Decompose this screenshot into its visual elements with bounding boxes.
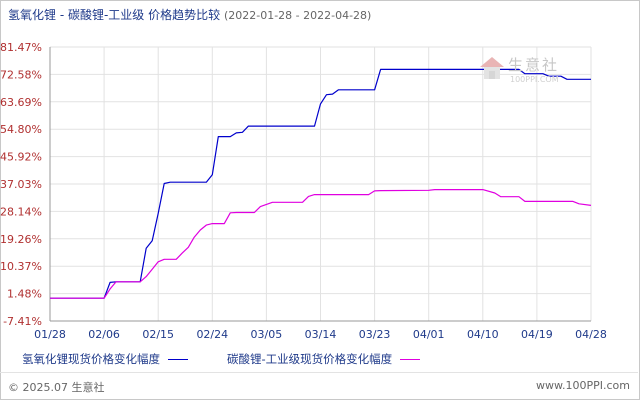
x-tick-label: 03/05 [251, 328, 283, 341]
y-tick-label: 54.80% [0, 123, 42, 136]
series-line-lithium-carbonate [50, 189, 592, 299]
y-tick-label: 63.69% [0, 96, 42, 109]
y-tick-label: 72.58% [0, 68, 42, 81]
y-tick-label: 81.47% [0, 41, 42, 54]
legend-item-lithium-carbonate: 碳酸锂-工业级现货价格变化幅度 [227, 351, 421, 367]
legend-item-lithium-hydroxide: 氢氧化锂现货价格变化幅度 [22, 351, 188, 367]
legend-swatch [168, 358, 188, 360]
x-tick-label: 02/24 [196, 328, 228, 341]
y-tick-label: 10.37% [0, 260, 42, 273]
y-tick-label: 45.92% [0, 151, 42, 164]
legend-label: 碳酸锂-工业级现货价格变化幅度 [227, 352, 393, 366]
x-tick-label: 04/19 [521, 328, 553, 341]
x-tick-label: 03/23 [359, 328, 391, 341]
series-line-lithium-hydroxide [50, 68, 591, 299]
title-date-range: (2022-01-28 - 2022-04-28) [223, 9, 372, 22]
y-tick-label: 19.26% [0, 233, 42, 246]
y-tick-label: -7.41% [3, 315, 42, 328]
legend-swatch [400, 358, 421, 360]
x-tick-label: 03/14 [305, 328, 337, 341]
x-tick-label: 04/28 [575, 328, 607, 341]
legend-label: 氢氧化锂现货价格变化幅度 [22, 352, 160, 366]
x-tick-label: 04/10 [467, 328, 499, 341]
watermark: 生意社 100PPI.COM [478, 54, 576, 88]
watermark-url: 100PPI.COM [510, 75, 559, 84]
y-tick-label: 37.03% [0, 178, 42, 191]
y-tick-label: 1.48% [7, 288, 42, 301]
chart-title: 氢氧化锂 - 碳酸锂-工业级 价格趋势比较 (2022-01-28 - 2022… [8, 6, 371, 23]
watermark-text: 生意社 [508, 56, 560, 74]
x-tick-label: 02/06 [88, 328, 120, 341]
footer-divider [0, 372, 638, 373]
footer-copyright: © 2025.07 生意社 [8, 381, 105, 394]
house-logo-icon [480, 57, 504, 79]
title-text: 氢氧化锂 - 碳酸锂-工业级 价格趋势比较 [8, 8, 221, 22]
footer-website: www.100PPI.com [536, 379, 630, 392]
x-tick-label: 02/15 [142, 328, 174, 341]
x-tick-label: 04/01 [413, 328, 445, 341]
x-tick-label: 01/28 [34, 328, 66, 341]
line-chart: 81.47% 72.58% 63.69% 54.80% 45.92% 37.03% 28.1… [0, 41, 607, 341]
y-tick-label: 28.14% [0, 205, 42, 218]
